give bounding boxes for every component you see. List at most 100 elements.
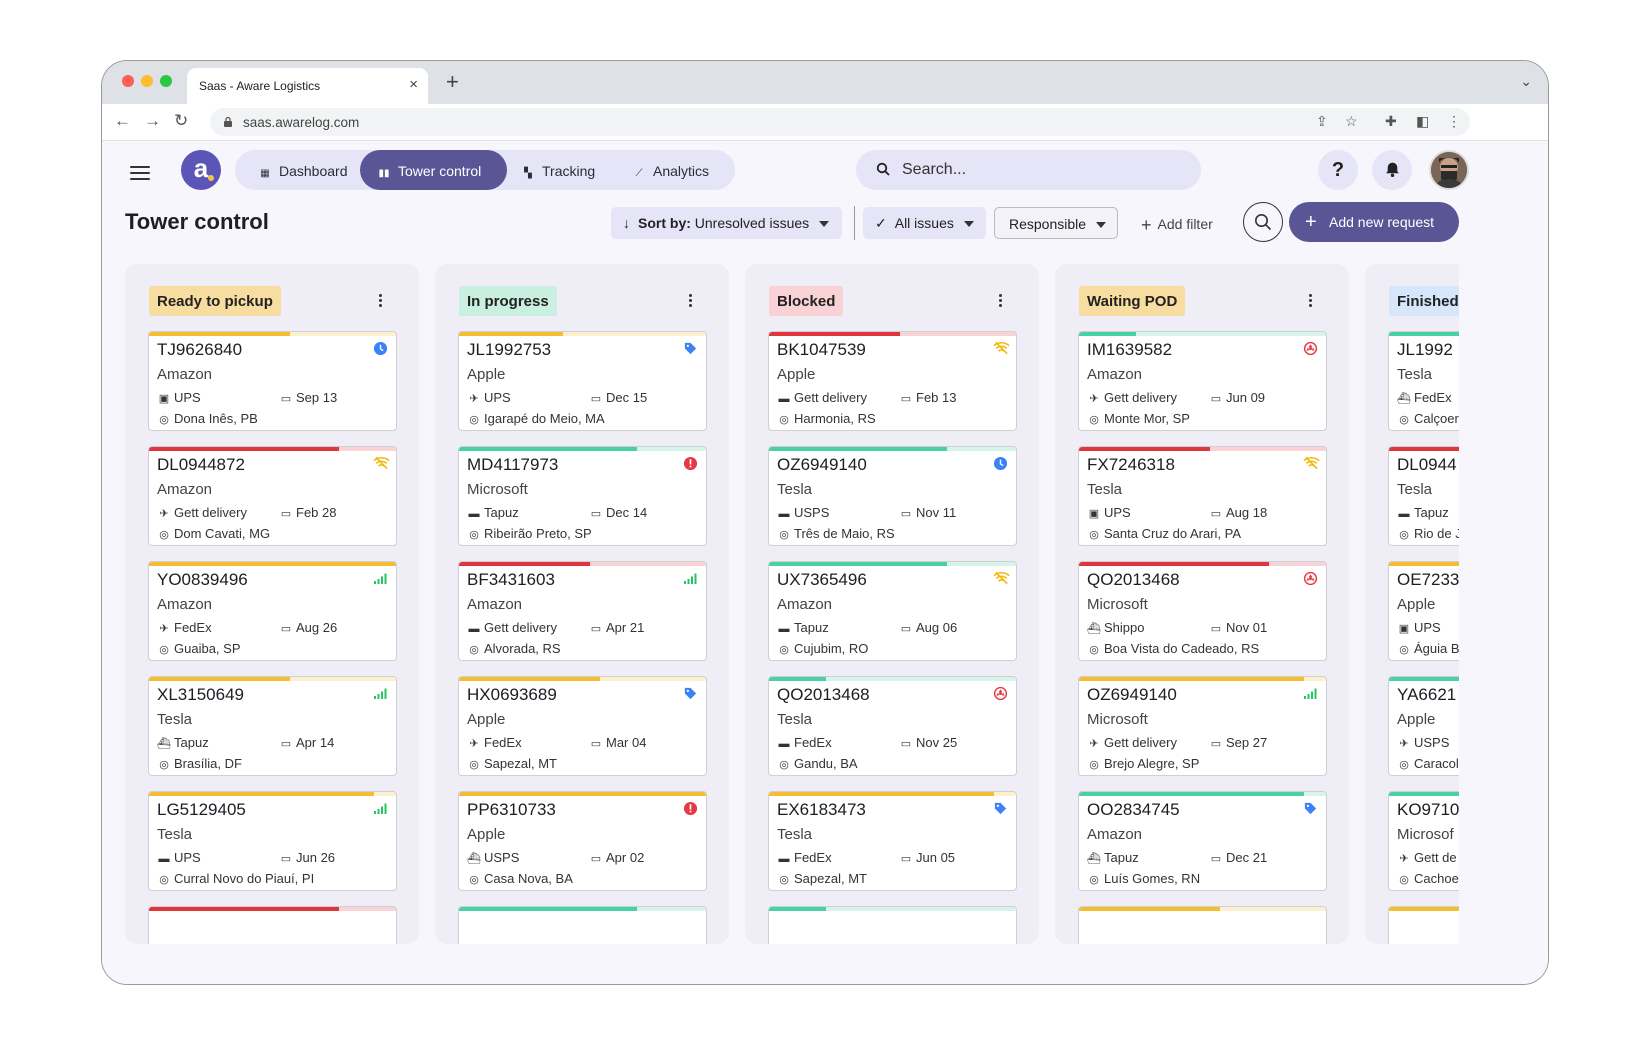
- maximize-window-dot[interactable]: [160, 75, 172, 87]
- tag-icon[interactable]: [1303, 801, 1319, 817]
- alert-icon[interactable]: [683, 801, 699, 817]
- responsible-filter-dropdown[interactable]: Responsible: [994, 207, 1118, 239]
- danger-icon[interactable]: [1303, 571, 1319, 587]
- tag-icon[interactable]: [993, 801, 1009, 817]
- shipment-card[interactable]: LG5129405 Tesla ▬ UPS ▭ Jun 26 ◎ Curral Novo do…: [148, 791, 397, 891]
- wifi-off-icon[interactable]: [993, 571, 1010, 587]
- close-window-dot[interactable]: [122, 75, 134, 87]
- shipment-card[interactable]: [1078, 906, 1327, 944]
- nav-tower-control[interactable]: ▮▮ Tower control: [360, 150, 507, 190]
- back-arrow-icon[interactable]: ←: [114, 111, 131, 130]
- issues-filter-dropdown[interactable]: ✓ All issues: [863, 207, 986, 239]
- chart-icon: ⟋: [635, 168, 643, 179]
- signal-icon[interactable]: [1303, 686, 1319, 702]
- column-menu-icon[interactable]: [379, 294, 383, 309]
- progress-bar-fill: [459, 792, 706, 796]
- shipment-card[interactable]: KO9710 Microsof ✈ Gett de ◎ Cachoe: [1388, 791, 1459, 891]
- clock-icon[interactable]: [993, 456, 1009, 472]
- signal-icon[interactable]: [683, 571, 699, 587]
- tag-icon[interactable]: [683, 686, 699, 702]
- shipment-card[interactable]: HX0693689 Apple ✈ FedEx ▭ Mar 04 ◎ Sapezal, MT: [458, 676, 707, 776]
- shipment-card[interactable]: QO2013468 Microsoft ⛴ Shippo ▭ Nov 01 ◎ Boa Vis…: [1078, 561, 1327, 661]
- shipment-card[interactable]: PP6310733 Apple ⛴ USPS ▭ Apr 02 ◎ Casa Nova, BA: [458, 791, 707, 891]
- carrier-name: Gett delivery: [1104, 735, 1177, 750]
- shipment-card[interactable]: FX7246318 Tesla ▣ UPS ▭ Aug 18 ◎ Santa Cruz do …: [1078, 446, 1327, 546]
- signal-icon[interactable]: [373, 571, 389, 587]
- shipment-card[interactable]: MD4117973 Microsoft ▬ Tapuz ▭ Dec 14 ◎ Ribeirão…: [458, 446, 707, 546]
- shipment-card[interactable]: IM1639582 Amazon ✈ Gett delivery ▭ Jun 09 ◎ Mon…: [1078, 331, 1327, 431]
- shipment-card[interactable]: BK1047539 Apple ▬ Gett delivery ▭ Feb 13 ◎ Harm…: [768, 331, 1017, 431]
- shipment-card[interactable]: JL1992753 Apple ✈ UPS ▭ Dec 15 ◎ Igarapé do Mei…: [458, 331, 707, 431]
- browser-tab[interactable]: Saas - Aware Logistics ×: [187, 68, 428, 104]
- shipment-card[interactable]: BF3431603 Amazon ▬ Gett delivery ▭ Apr 21 ◎ Alv…: [458, 561, 707, 661]
- shipment-card[interactable]: OZ6949140 Microsoft ✈ Gett delivery ▭ Sep 27 ◎…: [1078, 676, 1327, 776]
- wifi-off-icon[interactable]: [993, 341, 1010, 357]
- progress-bar-fill: [1079, 677, 1304, 681]
- new-tab-button[interactable]: +: [446, 69, 459, 94]
- tab-list-chevron-icon[interactable]: ⌄: [1520, 73, 1532, 89]
- signal-icon[interactable]: [373, 686, 389, 702]
- shipment-card[interactable]: [148, 906, 397, 944]
- shipment-card[interactable]: TJ9626840 Amazon ▣ UPS ▭ Sep 13 ◎ Dona Inês, PB: [148, 331, 397, 431]
- shipment-card[interactable]: DL0944 Tesla ▬ Tapuz ◎ Rio de J: [1388, 446, 1459, 546]
- clock-icon[interactable]: [373, 341, 389, 357]
- shipment-card[interactable]: QO2013468 Tesla ▬ FedEx ▭ Nov 25 ◎ Gandu, BA: [768, 676, 1017, 776]
- shipment-card[interactable]: OZ6949140 Tesla ▬ USPS ▭ Nov 11 ◎ Três de Maio,…: [768, 446, 1017, 546]
- nav-dashboard[interactable]: ▦ Dashboard: [243, 150, 353, 190]
- shipment-card[interactable]: [768, 906, 1017, 944]
- carrier-label: ⛴ USPS: [467, 850, 519, 865]
- delivery-date: ▭ Apr 02: [589, 850, 645, 865]
- reload-icon[interactable]: ↻: [174, 111, 189, 130]
- alert-icon[interactable]: [683, 456, 699, 472]
- shipment-id: DL0944872: [157, 455, 245, 474]
- date-text: Aug 26: [296, 620, 338, 635]
- board-search-button[interactable]: [1243, 202, 1283, 242]
- column-menu-icon[interactable]: [1309, 294, 1313, 309]
- nav-analytics[interactable]: ⟋ Analytics: [629, 150, 729, 190]
- nav-tracking[interactable]: ▚ Tracking: [518, 150, 618, 190]
- user-avatar[interactable]: [1429, 150, 1469, 190]
- shipment-card[interactable]: YA6621 Apple ✈ USPS ◎ Caracol: [1388, 676, 1459, 776]
- company-name: Apple: [1397, 596, 1436, 613]
- bookmark-star-icon[interactable]: ☆: [1345, 113, 1358, 129]
- shipment-card[interactable]: OE7233 Apple ▣ UPS ◎ Águia B: [1388, 561, 1459, 661]
- search-input[interactable]: Search...: [856, 150, 1201, 190]
- share-icon[interactable]: ⇪: [1316, 113, 1328, 129]
- close-tab-icon[interactable]: ×: [409, 76, 418, 93]
- shipment-card[interactable]: UX7365496 Amazon ▬ Tapuz ▭ Aug 06 ◎ Cujubim, RO: [768, 561, 1017, 661]
- company-name: Apple: [467, 826, 506, 843]
- notifications-button[interactable]: [1372, 150, 1412, 190]
- shipment-card[interactable]: JL1992 Tesla ⛴ FedEx ◎ Calçoer: [1388, 331, 1459, 431]
- side-panel-icon[interactable]: ◧: [1416, 113, 1430, 129]
- danger-icon[interactable]: [1303, 341, 1319, 357]
- shipment-card[interactable]: [1388, 906, 1459, 944]
- shipment-card[interactable]: [458, 906, 707, 944]
- shipment-card[interactable]: EX6183473 Tesla ▬ FedEx ▭ Jun 05 ◎ Sapezal, MT: [768, 791, 1017, 891]
- ship-icon: ⛴: [157, 738, 171, 750]
- browser-menu-icon[interactable]: ⋮: [1447, 113, 1461, 129]
- danger-icon[interactable]: [993, 686, 1009, 702]
- add-new-request-button[interactable]: + Add new request: [1289, 202, 1459, 242]
- hamburger-menu-icon[interactable]: [130, 166, 150, 184]
- progress-bar-fill: [1079, 907, 1220, 911]
- wifi-off-icon[interactable]: [373, 456, 390, 472]
- forward-arrow-icon[interactable]: →: [144, 111, 161, 130]
- progress-bar: [459, 792, 706, 796]
- add-filter-button[interactable]: + Add filter: [1129, 207, 1229, 239]
- wifi-off-icon[interactable]: [1303, 456, 1320, 472]
- tag-icon[interactable]: [683, 341, 699, 357]
- shipment-card[interactable]: YO0839496 Amazon ✈ FedEx ▭ Aug 26 ◎ Guaiba, SP: [148, 561, 397, 661]
- shipment-card[interactable]: XL3150649 Tesla ⛴ Tapuz ▭ Apr 14 ◎ Brasília, DF: [148, 676, 397, 776]
- column-menu-icon[interactable]: [689, 294, 693, 309]
- shipment-card[interactable]: DL0944872 Amazon ✈ Gett delivery ▭ Feb 28 ◎ Dom…: [148, 446, 397, 546]
- column-menu-icon[interactable]: [999, 294, 1003, 309]
- signal-icon[interactable]: [373, 801, 389, 817]
- help-button[interactable]: ?: [1318, 150, 1358, 190]
- shipment-card[interactable]: OO2834745 Amazon ⛴ Tapuz ▭ Dec 21 ◎ Luís Gomes,…: [1078, 791, 1327, 891]
- address-bar[interactable]: saas.awarelog.com: [210, 108, 1470, 136]
- minimize-window-dot[interactable]: [141, 75, 153, 87]
- extensions-icon[interactable]: ✚: [1385, 113, 1397, 129]
- sort-dropdown[interactable]: ↓ Sort by: Unresolved issues: [611, 207, 842, 239]
- app-logo[interactable]: a: [181, 150, 221, 190]
- progress-bar-fill: [459, 677, 600, 681]
